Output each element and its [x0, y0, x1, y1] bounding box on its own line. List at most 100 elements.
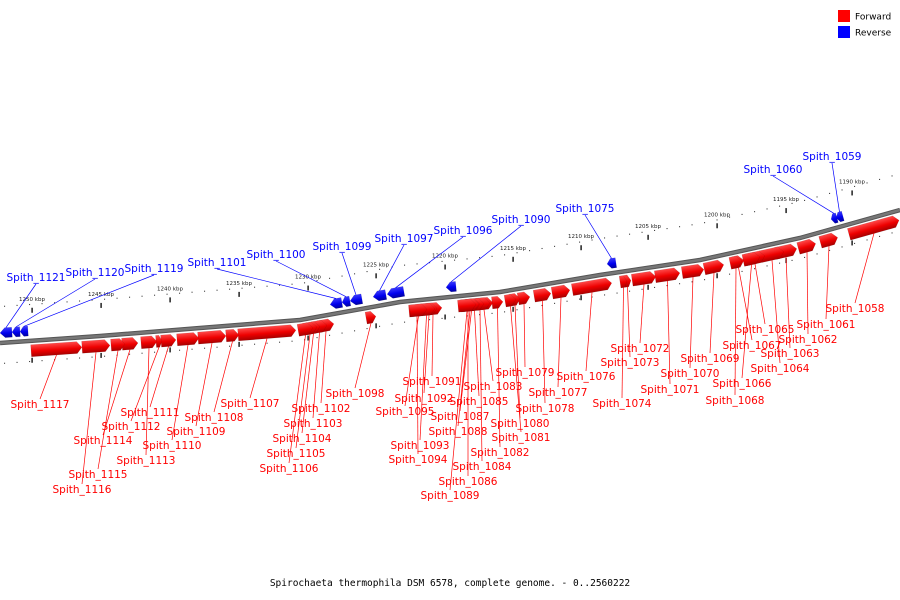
gene-label-spith-1062[interactable]: Spith_1062	[779, 334, 838, 346]
gene-arrow-spith-1117[interactable]	[30, 341, 83, 357]
gene-arrow-spith-1111[interactable]	[160, 334, 177, 348]
gene-label-spith-1093[interactable]: Spith_1093	[391, 440, 450, 452]
gene-label-spith-1090[interactable]: Spith_1090	[492, 214, 551, 226]
gene-arrow-spith-1108[interactable]	[225, 329, 240, 343]
gene-arrow-spith-1058[interactable]	[847, 215, 900, 241]
gene-arrow-spith-1120[interactable]	[11, 326, 21, 338]
gene-label-spith-1113[interactable]: Spith_1113	[117, 455, 176, 467]
gene-label-spith-1077[interactable]: Spith_1077	[529, 387, 588, 399]
gene-label-spith-1070[interactable]: Spith_1070	[661, 368, 720, 380]
gene-label-spith-1107[interactable]: Spith_1107	[221, 398, 280, 410]
gene-arrow-spith-1062[interactable]	[796, 238, 818, 255]
gene-arrow-spith-1061[interactable]	[818, 232, 840, 249]
gene-label-spith-1072[interactable]: Spith_1072	[611, 343, 670, 355]
gene-arrow-spith-1098[interactable]	[364, 310, 377, 325]
gene-label-spith-1092[interactable]: Spith_1092	[395, 393, 454, 405]
gene-label-spith-1067[interactable]: Spith_1067	[723, 340, 782, 352]
gene-label-spith-1094[interactable]: Spith_1094	[389, 454, 448, 466]
gene-arrow-spith-1106[interactable]	[296, 322, 314, 337]
gene-arrow-spith-1095[interactable]	[409, 303, 428, 318]
gene-label-spith-1108[interactable]: Spith_1108	[185, 412, 244, 424]
gene-arrow-spith-1082[interactable]	[491, 296, 504, 310]
gene-arrow-spith-1107[interactable]	[237, 324, 297, 342]
gene-label-spith-1060[interactable]: Spith_1060	[744, 164, 803, 176]
gene-label-spith-1085[interactable]: Spith_1085	[450, 396, 509, 408]
gene-label-spith-1075[interactable]: Spith_1075	[556, 203, 615, 215]
gene-label-spith-1065[interactable]: Spith_1065	[736, 324, 795, 336]
gene-label-spith-1096[interactable]: Spith_1096	[434, 225, 493, 237]
gene-label-spith-1116[interactable]: Spith_1116	[53, 484, 112, 496]
gene-arrow-spith-1069[interactable]	[702, 259, 725, 276]
gene-label-spith-1066[interactable]: Spith_1066	[713, 378, 772, 390]
gene-arrow-spith-1066[interactable]	[741, 251, 761, 267]
gene-label-spith-1064[interactable]: Spith_1064	[751, 363, 810, 375]
gene-label-spith-1086[interactable]: Spith_1086	[439, 476, 498, 488]
gene-arrow-spith-1112[interactable]	[155, 335, 163, 348]
gene-label-spith-1074[interactable]: Spith_1074	[593, 398, 652, 410]
gene-arrow-spith-1072[interactable]	[631, 271, 657, 287]
gene-label-spith-1095[interactable]: Spith_1095	[376, 406, 435, 418]
gene-label-spith-1063[interactable]: Spith_1063	[761, 348, 820, 360]
gene-label-spith-1101[interactable]: Spith_1101	[188, 257, 247, 269]
gene-arrow-spith-1059[interactable]	[835, 210, 845, 223]
gene-label-spith-1103[interactable]: Spith_1103	[284, 418, 343, 430]
gene-label-spith-1082[interactable]: Spith_1082	[471, 447, 530, 459]
gene-label-spith-1117[interactable]: Spith_1117	[11, 399, 70, 411]
gene-label-spith-1068[interactable]: Spith_1068	[706, 395, 765, 407]
gene-label-spith-1102[interactable]: Spith_1102	[292, 403, 351, 415]
gene-label-spith-1119[interactable]: Spith_1119	[125, 263, 184, 275]
gene-label-spith-1073[interactable]: Spith_1073	[601, 357, 660, 369]
gene-label-spith-1105[interactable]: Spith_1105	[267, 448, 326, 460]
gene-arrow-spith-1075[interactable]	[606, 257, 617, 269]
gene-label-spith-1076[interactable]: Spith_1076	[557, 371, 616, 383]
gene-label-spith-1071[interactable]: Spith_1071	[641, 384, 700, 396]
gene-label-spith-1114[interactable]: Spith_1114	[74, 435, 133, 447]
gene-arrow-spith-1068[interactable]	[728, 255, 743, 270]
gene-arrow-spith-1077[interactable]	[550, 284, 571, 300]
gene-label-spith-1104[interactable]: Spith_1104	[273, 433, 332, 445]
gene-arrow-spith-1060[interactable]	[830, 212, 839, 224]
gene-label-spith-1110[interactable]: Spith_1110	[143, 440, 202, 452]
gene-label-spith-1121[interactable]: Spith_1121	[7, 272, 66, 284]
gene-label-spith-1112[interactable]: Spith_1112	[102, 421, 161, 433]
gene-label-spith-1099[interactable]: Spith_1099	[313, 241, 372, 253]
gene-arrow-spith-1115[interactable]	[110, 338, 126, 352]
gene-arrow-spith-1099[interactable]	[349, 293, 364, 306]
gene-label-spith-1106[interactable]: Spith_1106	[260, 463, 319, 475]
gene-label-spith-1079[interactable]: Spith_1079	[496, 367, 555, 379]
gene-label-spith-1098[interactable]: Spith_1098	[326, 388, 385, 400]
gene-label-spith-1059[interactable]: Spith_1059	[803, 151, 862, 163]
gene-label-spith-1088[interactable]: Spith_1088	[429, 426, 488, 438]
gene-label-spith-1109[interactable]: Spith_1109	[167, 426, 226, 438]
gene-label-spith-1115[interactable]: Spith_1115	[69, 469, 128, 481]
gene-arrow-spith-1079[interactable]	[516, 291, 531, 306]
gene-arrow-spith-1097[interactable]	[372, 289, 388, 302]
gene-label-spith-1097[interactable]: Spith_1097	[375, 233, 434, 245]
gene-label-spith-1100[interactable]: Spith_1100	[247, 249, 306, 261]
gene-arrow-spith-1101[interactable]	[329, 297, 344, 310]
gene-arrow-spith-1113[interactable]	[140, 335, 158, 349]
gene-arrow-spith-1119[interactable]	[19, 325, 29, 337]
gene-label-spith-1061[interactable]: Spith_1061	[797, 319, 856, 331]
gene-label-spith-1081[interactable]: Spith_1081	[492, 432, 551, 444]
gene-arrow-spith-1110[interactable]	[176, 332, 200, 347]
gene-arrow-spith-1081[interactable]	[503, 293, 517, 308]
gene-label-spith-1058[interactable]: Spith_1058	[826, 303, 885, 315]
gene-label-spith-1089[interactable]: Spith_1089	[421, 490, 480, 502]
gene-label-spith-1087[interactable]: Spith_1087	[431, 411, 490, 423]
gene-arrow-spith-1074[interactable]	[618, 275, 628, 289]
gene-label-spith-1084[interactable]: Spith_1084	[453, 461, 512, 473]
gene-arrow-spith-1121[interactable]	[0, 326, 13, 338]
gene-label-spith-1069[interactable]: Spith_1069	[681, 353, 740, 365]
gene-label-spith-1078[interactable]: Spith_1078	[516, 403, 575, 415]
gene-arrow-spith-1070[interactable]	[681, 264, 705, 279]
gene-arrow-spith-1096[interactable]	[386, 286, 405, 299]
gene-label-spith-1083[interactable]: Spith_1083	[464, 381, 523, 393]
gene-label-spith-1111[interactable]: Spith_1111	[121, 407, 180, 419]
gene-label-spith-1120[interactable]: Spith_1120	[66, 267, 125, 279]
gene-arrow-spith-1078[interactable]	[532, 287, 552, 303]
gene-arrow-spith-1071[interactable]	[654, 267, 681, 283]
gene-arrow-spith-1089[interactable]	[457, 298, 477, 313]
gene-arrow-spith-1109[interactable]	[197, 330, 227, 345]
gene-arrow-spith-1116[interactable]	[81, 339, 111, 354]
